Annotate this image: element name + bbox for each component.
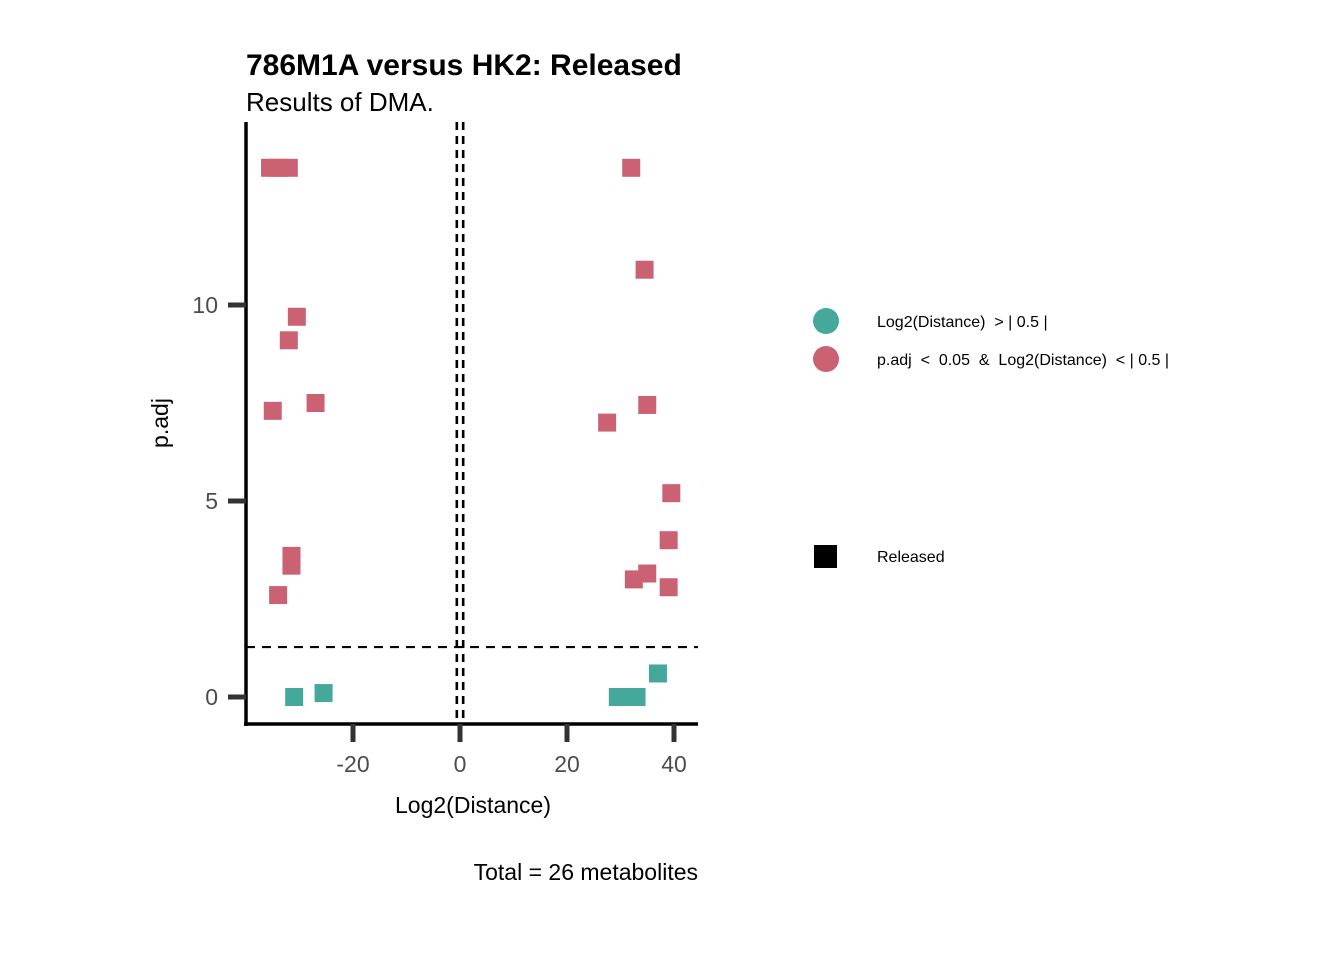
y-tick-label-2: 10: [192, 292, 218, 318]
x-tick-label-1: 0: [454, 751, 467, 777]
data-point-series0-4: [279, 331, 298, 350]
data-point-series0-5: [306, 394, 325, 412]
y-tick-label-1: 5: [205, 488, 218, 514]
legend-label-shape-0: Released: [877, 549, 945, 566]
data-point-series0-10: [622, 158, 641, 177]
x-tick-label-0: -20: [336, 751, 369, 777]
data-point-series0-6: [263, 401, 282, 420]
data-points: [261, 158, 681, 706]
reference-lines: [246, 122, 698, 724]
legend: Log2(Distance) > | 0.5 | p.adj < 0.05 & L…: [813, 308, 1169, 568]
chart-title: 786M1A versus HK2: Released: [246, 49, 682, 82]
legend-label-color-1: p.adj < 0.05 & Log2(Distance) < | 0.5 |: [877, 352, 1169, 369]
chart-caption: Total = 26 metabolites: [474, 859, 698, 885]
data-point-series0-11: [635, 260, 654, 279]
data-point-series0-8: [282, 556, 301, 575]
data-point-series0-9: [269, 586, 288, 605]
data-point-series0-13: [598, 413, 617, 432]
data-point-series0-15: [659, 531, 678, 550]
data-point-series1-5: [627, 688, 646, 706]
legend-key-shape-0: [814, 545, 837, 568]
data-point-series0-2: [279, 158, 298, 177]
data-point-series1-2: [648, 664, 667, 683]
x-axis-title: Log2(Distance): [395, 792, 551, 818]
legend-key-color-0: [813, 308, 839, 334]
x-tick-label-3: 40: [661, 751, 687, 777]
y-tick-label-0: 0: [205, 684, 218, 710]
data-point-series0-18: [659, 578, 678, 597]
data-point-series0-12: [638, 395, 657, 414]
data-point-series1-1: [314, 684, 333, 703]
data-point-series0-3: [287, 307, 306, 326]
axes: -20 0 20 40 0 5 10: [192, 122, 698, 777]
y-axis-title: p.adj: [147, 398, 173, 448]
legend-label-color-0: Log2(Distance) > | 0.5 |: [877, 314, 1048, 331]
legend-key-color-1: [813, 346, 839, 372]
data-point-series0-17: [624, 570, 643, 589]
data-point-series0-14: [662, 484, 681, 503]
chart-subtitle: Results of DMA.: [246, 87, 434, 117]
x-tick-label-2: 20: [554, 751, 580, 777]
data-point-series1-0: [285, 688, 304, 706]
